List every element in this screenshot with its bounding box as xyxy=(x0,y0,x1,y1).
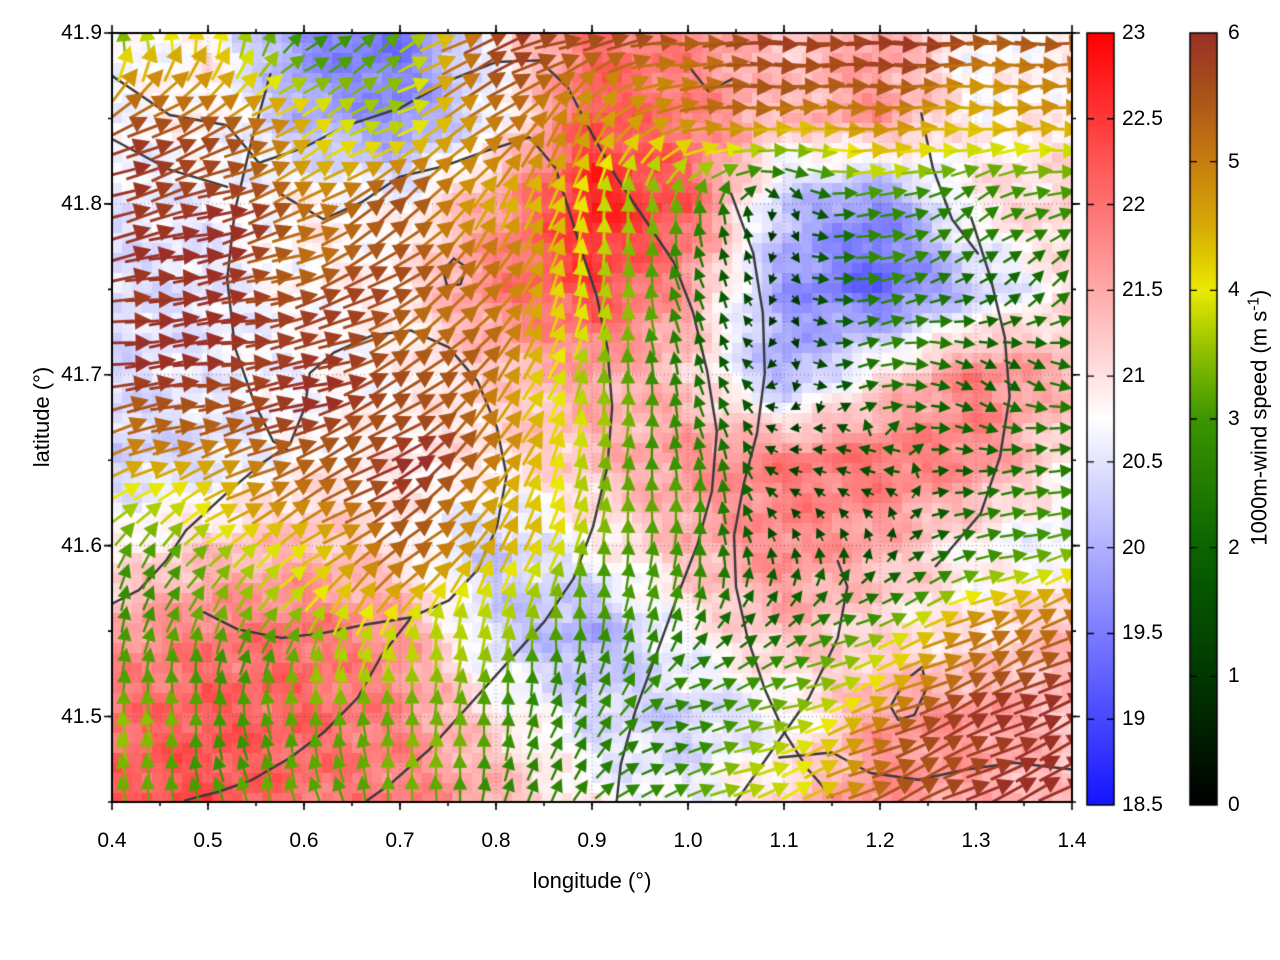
temp-colorbar-tick-label: 18.5 xyxy=(1122,793,1163,816)
wind-colorbar-tick-label: 0 xyxy=(1228,793,1240,816)
wind-colorbar-label-suffix: ) xyxy=(1246,289,1272,298)
x-tick-label: 1.1 xyxy=(769,829,799,852)
x-tick-label: 0.4 xyxy=(97,829,127,852)
x-tick-label: 0.5 xyxy=(193,829,223,852)
wind-colorbar-tick-label: 1 xyxy=(1228,664,1240,688)
wind-colorbar-label-text: 1000m-wind speed (m s xyxy=(1246,310,1272,546)
y-axis-label: latitude (°) xyxy=(29,366,54,468)
x-tick-label: 0.8 xyxy=(481,829,511,852)
temp-colorbar-tick-label: 19 xyxy=(1122,707,1146,731)
x-tick-label: 1.4 xyxy=(1057,829,1087,852)
x-tick-label: 0.6 xyxy=(289,829,319,852)
y-tick-label: 41.7 xyxy=(61,362,102,386)
y-tick-label: 41.5 xyxy=(61,704,102,728)
y-tick-label: 41.8 xyxy=(61,191,102,215)
wind-colorbar-tick-label: 4 xyxy=(1228,278,1240,302)
temp-colorbar-tick-label: 19.5 xyxy=(1122,621,1163,645)
wind-colorbar-tick-label: 5 xyxy=(1228,149,1240,173)
x-tick-label: 1.2 xyxy=(865,829,895,852)
temp-colorbar-tick-label: 21.5 xyxy=(1122,278,1163,302)
wind-colorbar-tick-label: 3 xyxy=(1228,407,1240,430)
x-tick-label: 0.7 xyxy=(385,829,415,852)
x-axis-label: longitude (°) xyxy=(532,868,652,893)
temp-colorbar-tick-label: 20.5 xyxy=(1122,449,1163,473)
x-tick-label: 0.9 xyxy=(577,829,607,852)
temp-colorbar-tick-label: 22 xyxy=(1122,192,1146,216)
wind-colorbar-tick-label: 6 xyxy=(1228,21,1240,44)
y-tick-label: 41.6 xyxy=(61,533,102,557)
wind-colorbar-label-sup: -1 xyxy=(1245,297,1263,311)
wind-colorbar-tick-label: 2 xyxy=(1228,535,1240,559)
temp-colorbar-tick-label: 20 xyxy=(1122,535,1146,559)
x-tick-label: 1.3 xyxy=(961,829,991,852)
temp-colorbar-tick-label: 21 xyxy=(1122,364,1146,388)
temp-colorbar-tick-label: 22.5 xyxy=(1122,106,1163,130)
wind-colorbar-label: 1000m-wind speed (m s-1) xyxy=(1245,268,1272,568)
y-tick-label: 41.9 xyxy=(61,21,102,44)
x-tick-label: 1.0 xyxy=(673,829,703,852)
temp-colorbar-tick-label: 23 xyxy=(1122,21,1146,44)
